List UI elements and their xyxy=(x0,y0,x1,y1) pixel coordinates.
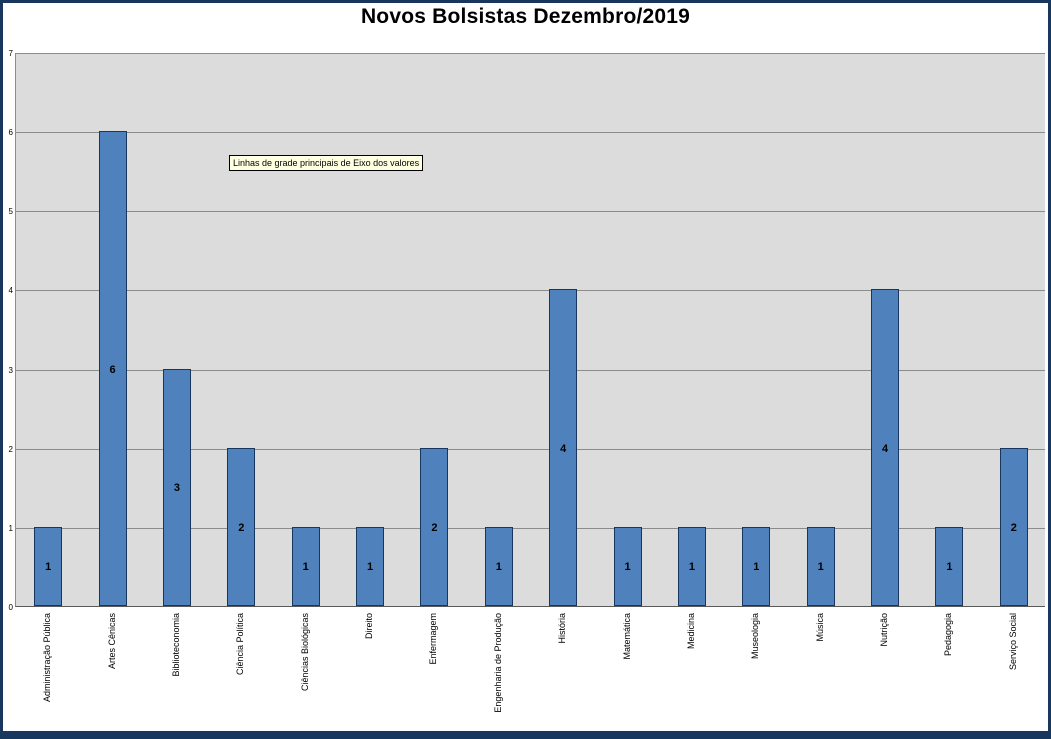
y-tick-label: 1 xyxy=(8,523,13,533)
x-label-cell: História xyxy=(530,613,594,731)
bar-value-label: 2 xyxy=(238,521,245,534)
x-label-cell: Matemática xyxy=(594,613,658,731)
x-label-cell: Direito xyxy=(337,613,401,731)
gridline xyxy=(16,290,1045,292)
bar-value-label: 1 xyxy=(367,561,374,574)
gridlines-tooltip: Linhas de grade principais de Eixo dos v… xyxy=(229,155,424,171)
bar-1[interactable] xyxy=(98,131,127,606)
y-tick-label: 2 xyxy=(8,444,13,454)
x-label-cell: Medicina xyxy=(659,613,723,731)
x-label-cell: Música xyxy=(788,613,852,731)
gridline xyxy=(16,211,1045,213)
category-label: Música xyxy=(814,613,825,642)
bar-value-label: 1 xyxy=(495,561,502,574)
chart-title: Novos Bolsistas Dezembro/2019 xyxy=(360,5,691,28)
gridline xyxy=(16,132,1045,134)
bar-value-label: 2 xyxy=(1010,521,1017,534)
gridline xyxy=(16,369,1045,371)
category-label: Administração Pública xyxy=(42,613,53,703)
x-label-cell: Enfermagem xyxy=(401,613,465,731)
y-tick-label: 5 xyxy=(8,207,13,217)
category-label: Matemática xyxy=(621,613,632,660)
x-label-cell: Ciência Política xyxy=(208,613,272,731)
bar-value-label: 1 xyxy=(45,561,52,574)
category-label: Medicina xyxy=(685,613,696,650)
y-tick-label: 0 xyxy=(8,603,13,612)
bar-value-label: 1 xyxy=(624,561,631,574)
x-label-cell: Pedagogia xyxy=(916,613,980,731)
bar-value-label: 1 xyxy=(946,561,953,574)
bar-value-label: 4 xyxy=(882,442,889,455)
plot-area[interactable]: 1 6 3 2 1 1 2 1 4 1 1 1 1 4 1 2 xyxy=(15,53,1045,607)
bar-4[interactable] xyxy=(291,526,320,606)
bar-0[interactable] xyxy=(34,526,63,606)
bar-10[interactable] xyxy=(677,526,706,606)
y-tick-label: 4 xyxy=(8,286,13,296)
bar-9[interactable] xyxy=(613,526,642,606)
x-label-cell: Administração Pública xyxy=(15,613,79,731)
y-tick-label: 3 xyxy=(8,365,13,375)
x-label-cell: Artes Cênicas xyxy=(79,613,143,731)
bar-13[interactable] xyxy=(871,289,900,606)
category-label: Serviço Social xyxy=(1007,613,1018,671)
x-label-cell: Ciências Biológicas xyxy=(273,613,337,731)
bar-11[interactable] xyxy=(742,526,771,606)
bar-value-label: 6 xyxy=(109,363,116,376)
category-label: Ciências Biológicas xyxy=(299,613,310,692)
bar-5[interactable] xyxy=(356,526,385,606)
category-label: Museologia xyxy=(750,613,761,660)
bar-14[interactable] xyxy=(935,526,964,606)
bar-value-label: 4 xyxy=(560,442,567,455)
category-label: Ciência Política xyxy=(235,613,246,676)
bar-8[interactable] xyxy=(549,289,578,606)
x-label-cell: Serviço Social xyxy=(981,613,1045,731)
category-label: Artes Cênicas xyxy=(106,613,117,670)
y-axis: 0 1 2 3 4 5 6 7 xyxy=(3,49,13,612)
bar-value-label: 1 xyxy=(302,561,309,574)
bar-7[interactable] xyxy=(484,526,513,606)
category-label: Enfermagem xyxy=(428,613,439,665)
category-label: Nutrição xyxy=(879,613,890,647)
bar-value-label: 3 xyxy=(173,482,180,495)
category-label: Pedagogia xyxy=(943,613,954,657)
x-axis: Administração Pública Artes Cênicas Biblio… xyxy=(15,613,1045,731)
y-tick-label: 7 xyxy=(8,49,13,58)
bar-12[interactable] xyxy=(806,526,835,606)
bar-value-label: 1 xyxy=(817,561,824,574)
bar-6[interactable] xyxy=(420,447,449,606)
category-label: Biblioteconomia xyxy=(170,613,181,677)
y-tick-label: 6 xyxy=(8,128,13,138)
x-label-cell: Engenharia de Produção xyxy=(466,613,530,731)
bar-2[interactable] xyxy=(162,368,191,606)
bar-value-label: 2 xyxy=(431,521,438,534)
bar-3[interactable] xyxy=(227,447,256,606)
category-label: Direito xyxy=(364,613,375,640)
gridline xyxy=(16,448,1045,450)
bar-value-label: 1 xyxy=(753,561,760,574)
category-label: Engenharia de Produção xyxy=(492,613,503,713)
bar-value-label: 1 xyxy=(688,561,695,574)
gridline xyxy=(16,53,1045,54)
x-label-cell: Museologia xyxy=(723,613,787,731)
category-label: História xyxy=(557,613,568,644)
x-label-cell: Nutrição xyxy=(852,613,916,731)
x-label-cell: Biblioteconomia xyxy=(144,613,208,731)
bar-15[interactable] xyxy=(999,447,1028,606)
gridline xyxy=(16,527,1045,529)
